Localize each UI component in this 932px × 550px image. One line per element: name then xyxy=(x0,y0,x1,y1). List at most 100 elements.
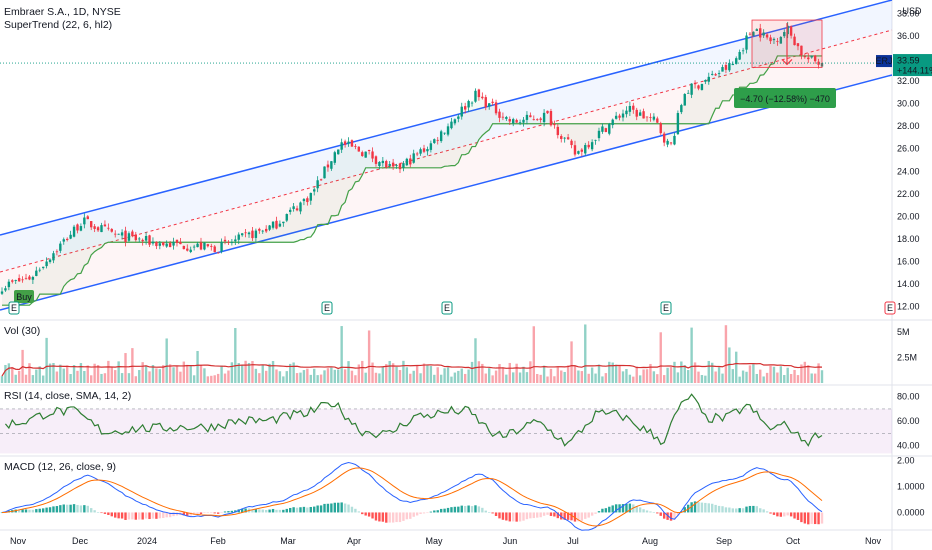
macd-histogram-bar xyxy=(525,512,529,520)
candle xyxy=(124,230,127,242)
macd-histogram-bar xyxy=(611,505,614,513)
candle xyxy=(234,239,237,242)
candle xyxy=(168,242,172,248)
time-axis-label: 2024 xyxy=(137,536,157,546)
volume-bar xyxy=(779,366,783,383)
macd-histogram-bar xyxy=(683,507,686,513)
macd-histogram-bar xyxy=(62,504,65,513)
earnings-marker xyxy=(441,301,453,315)
candle xyxy=(258,228,261,231)
candle xyxy=(446,126,450,135)
volume-bar xyxy=(508,362,511,383)
macd-histogram-bar xyxy=(693,501,697,513)
volume-bar xyxy=(83,371,86,383)
candle xyxy=(587,144,590,148)
candle xyxy=(364,151,367,158)
volume-bar xyxy=(134,376,138,383)
volume-bar xyxy=(711,362,714,383)
volume-bar xyxy=(491,375,494,383)
macd-histogram-bar xyxy=(707,503,710,513)
volume-bar xyxy=(728,347,731,383)
rsi-tick: 80.00 xyxy=(897,392,920,402)
macd-histogram-bar xyxy=(515,512,518,522)
candle xyxy=(45,261,48,267)
macd-histogram-bar xyxy=(103,512,107,514)
volume-bar xyxy=(587,373,590,383)
volume-bar xyxy=(306,368,309,383)
candle xyxy=(748,33,752,35)
candle xyxy=(295,208,299,211)
volume-bar xyxy=(65,365,69,383)
volume-bar xyxy=(213,375,216,383)
price-tick: 28.00 xyxy=(897,121,920,131)
macd-histogram-bar xyxy=(319,505,323,513)
candle xyxy=(192,246,196,248)
candle xyxy=(711,73,714,75)
macd-histogram-bar xyxy=(220,512,223,514)
volume-bar xyxy=(323,370,326,383)
volume-bar xyxy=(168,364,172,383)
macd-histogram-bar xyxy=(35,509,38,513)
volume-bar xyxy=(783,375,786,383)
macd-histogram-bar xyxy=(662,512,666,519)
candle xyxy=(330,161,333,169)
volume-bar xyxy=(292,362,295,383)
macd-histogram-bar xyxy=(378,512,381,522)
macd-histogram-bar xyxy=(796,512,800,520)
macd-histogram-bar xyxy=(28,509,31,513)
volume-bar xyxy=(31,375,35,383)
macd-histogram-bar xyxy=(254,509,258,513)
volume-bar xyxy=(93,363,96,383)
macd-histogram-bar xyxy=(59,505,62,513)
volume-bar xyxy=(158,369,162,383)
volume-bar xyxy=(148,371,151,383)
candle xyxy=(134,234,138,241)
candle xyxy=(783,32,786,37)
candle xyxy=(584,145,587,154)
candle xyxy=(522,119,525,123)
macd-tick: 0.0000 xyxy=(897,507,925,517)
macd-histogram-bar xyxy=(162,512,165,518)
macd-histogram-bar xyxy=(690,502,693,513)
volume-bar xyxy=(309,374,312,383)
candle xyxy=(443,132,446,134)
volume-bar xyxy=(542,365,546,383)
macd-histogram-bar xyxy=(570,512,573,521)
volume-bar xyxy=(144,365,148,383)
volume-bar xyxy=(765,372,769,383)
volume-bar xyxy=(549,368,553,383)
macd-histogram-bar xyxy=(759,508,762,513)
candle xyxy=(289,209,292,212)
macd-histogram-bar xyxy=(463,505,467,513)
macd-histogram-bar xyxy=(107,512,110,515)
candle xyxy=(738,51,741,60)
candle xyxy=(796,43,800,47)
macd-histogram-bar xyxy=(563,512,566,520)
macd-histogram-bar xyxy=(700,502,704,513)
candle xyxy=(484,97,487,108)
macd-histogram-bar xyxy=(553,512,556,517)
candle xyxy=(230,242,234,244)
macd-histogram-bar xyxy=(96,512,100,513)
volume-bar xyxy=(299,372,302,383)
macd-histogram-bar xyxy=(656,512,659,514)
macd-label: MACD (12, 26, close, 9) xyxy=(4,461,117,473)
candle xyxy=(90,221,93,228)
volume-bar xyxy=(289,363,292,383)
macd-histogram-bar xyxy=(244,508,247,513)
volume-bar xyxy=(443,368,446,383)
macd-histogram-bar xyxy=(258,509,261,513)
macd-histogram-bar xyxy=(429,511,433,513)
macd-histogram-bar xyxy=(83,505,86,513)
macd-histogram-bar xyxy=(676,512,680,516)
earnings-marker-label: E xyxy=(663,303,669,313)
macd-histogram-bar xyxy=(72,504,76,513)
volume-bar xyxy=(340,326,343,383)
candle xyxy=(810,55,813,58)
volume-bar xyxy=(707,360,710,383)
candle xyxy=(220,241,223,252)
macd-histogram-bar xyxy=(110,512,113,517)
macd-histogram-bar xyxy=(436,510,439,513)
macd-histogram-bar xyxy=(134,512,138,520)
